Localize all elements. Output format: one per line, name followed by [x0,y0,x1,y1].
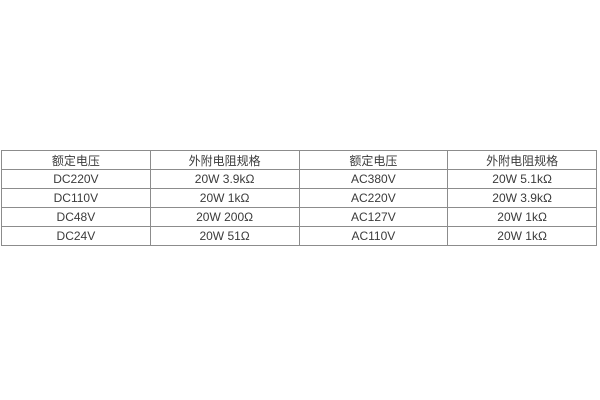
table-row: DC220V 20W 3.9kΩ AC380V 20W 5.1kΩ [1,169,597,189]
cell-dc-resistor: 20W 1kΩ [149,188,300,208]
cell-dc-resistor: 20W 200Ω [149,207,300,227]
cell-dc-resistor: 20W 51Ω [149,226,300,246]
cell-ac-resistor: 20W 1kΩ [447,207,597,227]
header-rated-voltage-dc: 额定电压 [1,150,151,170]
cell-ac-resistor: 20W 3.9kΩ [447,188,597,208]
table-header-row: 额定电压 外附电阻规格 额定电压 外附电阻规格 [1,150,597,170]
table-row: DC110V 20W 1kΩ AC220V 20W 3.9kΩ [1,188,597,208]
cell-ac-voltage: AC127V [298,207,449,227]
cell-ac-resistor: 20W 5.1kΩ [447,169,597,189]
cell-dc-voltage: DC110V [1,188,151,208]
table-row: DC48V 20W 200Ω AC127V 20W 1kΩ [1,207,597,227]
cell-dc-voltage: DC24V [1,226,151,246]
header-external-resistor-spec-dc: 外附电阻规格 [149,150,300,170]
cell-ac-voltage: AC220V [298,188,449,208]
cell-dc-resistor: 20W 3.9kΩ [149,169,300,189]
voltage-resistor-spec-table: 额定电压 外附电阻规格 额定电压 外附电阻规格 DC220V 20W 3.9kΩ… [1,150,597,246]
cell-dc-voltage: DC220V [1,169,151,189]
cell-ac-resistor: 20W 1kΩ [447,226,597,246]
header-rated-voltage-ac: 额定电压 [298,150,449,170]
header-external-resistor-spec-ac: 外附电阻规格 [447,150,597,170]
table-row: DC24V 20W 51Ω AC110V 20W 1kΩ [1,226,597,246]
cell-ac-voltage: AC380V [298,169,449,189]
cell-ac-voltage: AC110V [298,226,449,246]
cell-dc-voltage: DC48V [1,207,151,227]
